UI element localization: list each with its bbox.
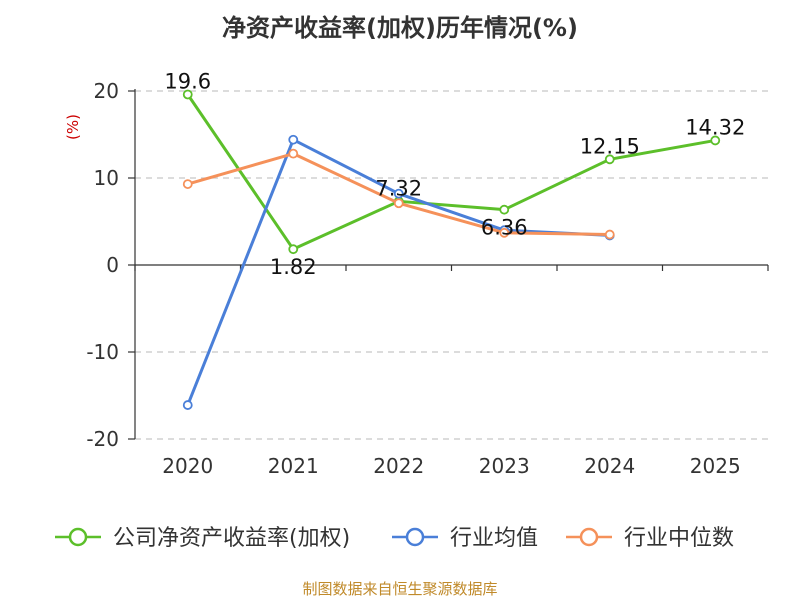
data-point	[499, 204, 510, 215]
data-point	[499, 227, 510, 238]
data-point	[182, 400, 193, 410]
y-tick-label: 20	[94, 79, 119, 103]
legend-marker-icon	[68, 527, 88, 547]
data-source-note: 制图数据来自恒生聚源数据库	[302, 580, 498, 598]
data-point	[182, 179, 193, 189]
data-point	[288, 134, 299, 145]
data-point	[182, 89, 193, 100]
y-tick-label: -10	[86, 340, 119, 364]
data-point	[604, 154, 615, 165]
legend-label: 公司净资产收益率(加权)	[113, 526, 350, 551]
legend-label: 行业均值	[450, 526, 538, 551]
y-tick-label: -20	[86, 427, 119, 451]
x-tick-label: 2023	[479, 454, 530, 478]
data-label: 19.6	[164, 69, 211, 93]
y-tick-label: 10	[94, 166, 119, 190]
data-label: 1.82	[270, 255, 317, 279]
x-tick-label: 2022	[373, 454, 424, 478]
data-point	[604, 229, 615, 240]
x-tick-label: 2020	[162, 454, 213, 478]
data-label: 6.36	[481, 216, 528, 240]
x-tick-label: 2024	[584, 454, 635, 478]
data-point	[393, 198, 404, 209]
chart-title: 净资产收益率(加权)历年情况(%)	[222, 14, 578, 42]
x-tick-label: 2021	[268, 454, 319, 478]
data-point	[288, 244, 299, 255]
data-point	[288, 148, 299, 159]
legend-label: 行业中位数	[624, 526, 734, 551]
y-tick-label: 0	[106, 253, 119, 277]
legend-marker-icon	[579, 527, 599, 547]
data-label: 14.32	[685, 115, 745, 139]
axes: 20 10 0 -10 -20 2020 2021 2022 2023 2024 2025	[86, 79, 769, 478]
series-line-0	[186, 93, 716, 251]
data-labels: 19.6 1.82 7.32 6.36 12.15 14.32	[164, 69, 745, 279]
legend: 公司净资产收益率(加权) 行业均值 行业中位数	[55, 526, 734, 551]
data-label: 12.15	[580, 134, 640, 158]
legend-marker-icon	[405, 527, 425, 547]
data-point	[710, 135, 721, 146]
data-label: 7.32	[375, 176, 422, 200]
data-point	[393, 188, 404, 199]
x-tick-label: 2025	[690, 454, 741, 478]
y-axis-label: (%)	[64, 114, 82, 140]
series-lines	[182, 89, 721, 410]
